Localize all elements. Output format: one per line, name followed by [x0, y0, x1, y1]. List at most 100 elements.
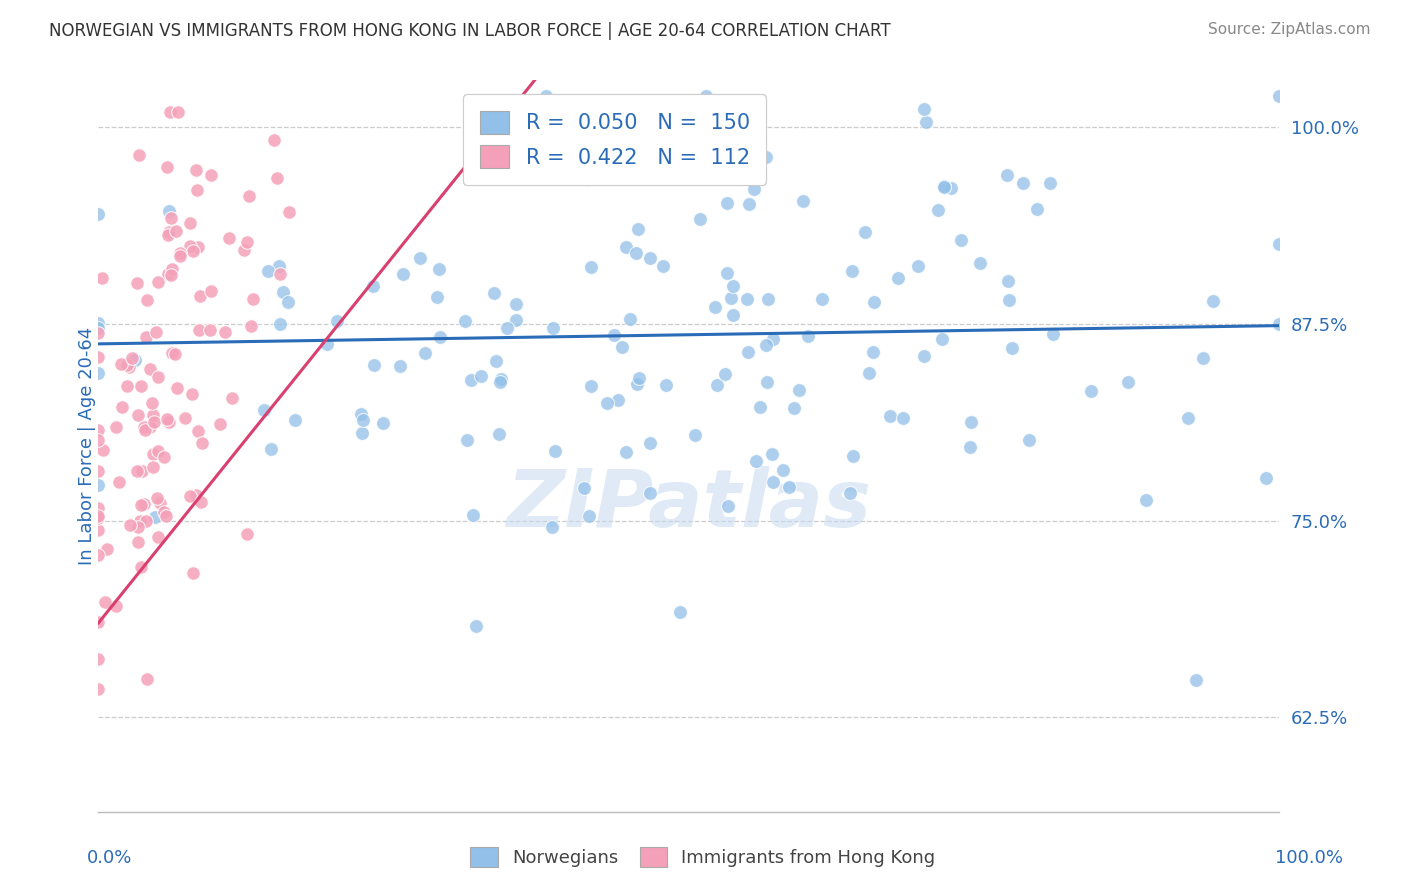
- Point: [619, 312, 641, 326]
- Point: [169, 246, 191, 260]
- Point: [1184, 673, 1206, 688]
- Point: [495, 321, 517, 335]
- Point: [127, 409, 149, 423]
- Point: [352, 412, 374, 426]
- Point: [713, 367, 735, 381]
- Point: [136, 672, 159, 686]
- Point: [94, 594, 117, 608]
- Point: [638, 486, 661, 500]
- Point: [165, 225, 187, 239]
- Point: [603, 328, 626, 343]
- Point: [169, 248, 191, 262]
- Point: [485, 354, 508, 368]
- Point: [87, 523, 110, 537]
- Point: [762, 475, 785, 489]
- Point: [142, 447, 165, 461]
- Point: [134, 423, 156, 437]
- Legend: Norwegians, Immigrants from Hong Kong: Norwegians, Immigrants from Hong Kong: [461, 838, 945, 876]
- Point: [157, 204, 180, 219]
- Point: [269, 268, 291, 282]
- Point: [489, 372, 512, 386]
- Point: [579, 260, 602, 274]
- Legend: R =  0.050   N =  150, R =  0.422   N =  112: R = 0.050 N = 150, R = 0.422 N = 112: [463, 95, 766, 185]
- Point: [927, 202, 949, 217]
- Point: [233, 244, 256, 258]
- Point: [733, 95, 755, 109]
- Point: [104, 419, 127, 434]
- Point: [173, 411, 195, 425]
- Point: [534, 89, 557, 103]
- Point: [361, 279, 384, 293]
- Point: [755, 338, 778, 352]
- Point: [350, 407, 373, 421]
- Point: [626, 376, 648, 391]
- Point: [638, 251, 661, 265]
- Point: [778, 480, 800, 494]
- Point: [129, 379, 152, 393]
- Point: [723, 279, 745, 293]
- Point: [717, 499, 740, 513]
- Point: [427, 262, 450, 277]
- Point: [735, 292, 758, 306]
- Point: [652, 259, 675, 273]
- Point: [413, 346, 436, 360]
- Point: [117, 358, 139, 372]
- Point: [811, 292, 834, 306]
- Point: [166, 104, 188, 119]
- Point: [131, 560, 153, 574]
- Point: [912, 102, 935, 116]
- Point: [186, 424, 208, 438]
- Point: [755, 375, 778, 389]
- Point: [152, 505, 174, 519]
- Point: [1268, 318, 1291, 332]
- Point: [115, 379, 138, 393]
- Point: [997, 274, 1019, 288]
- Point: [124, 353, 146, 368]
- Point: [200, 168, 222, 182]
- Point: [87, 320, 110, 334]
- Text: ZIPatlas: ZIPatlas: [506, 466, 872, 543]
- Point: [488, 427, 510, 442]
- Point: [162, 262, 184, 277]
- Point: [612, 340, 634, 354]
- Point: [627, 222, 650, 236]
- Point: [949, 233, 972, 247]
- Point: [87, 501, 110, 516]
- Point: [157, 225, 180, 239]
- Point: [165, 346, 187, 360]
- Point: [87, 317, 110, 331]
- Point: [284, 412, 307, 426]
- Point: [149, 496, 172, 510]
- Point: [669, 605, 692, 619]
- Point: [388, 359, 411, 373]
- Point: [142, 415, 165, 429]
- Point: [716, 195, 738, 210]
- Point: [454, 314, 477, 328]
- Point: [1254, 471, 1277, 485]
- Point: [120, 518, 142, 533]
- Point: [575, 172, 598, 186]
- Point: [429, 330, 451, 344]
- Point: [236, 527, 259, 541]
- Point: [1012, 176, 1035, 190]
- Point: [121, 351, 143, 366]
- Point: [271, 285, 294, 300]
- Point: [655, 378, 678, 392]
- Point: [1042, 327, 1064, 342]
- Point: [179, 216, 201, 230]
- Point: [159, 104, 181, 119]
- Point: [853, 225, 876, 239]
- Point: [907, 260, 929, 274]
- Point: [716, 266, 738, 280]
- Point: [260, 442, 283, 456]
- Point: [136, 293, 159, 307]
- Point: [863, 295, 886, 310]
- Point: [737, 344, 759, 359]
- Point: [541, 321, 564, 335]
- Point: [91, 270, 114, 285]
- Point: [143, 509, 166, 524]
- Point: [488, 375, 510, 389]
- Point: [180, 387, 202, 401]
- Point: [96, 541, 118, 556]
- Point: [997, 293, 1019, 308]
